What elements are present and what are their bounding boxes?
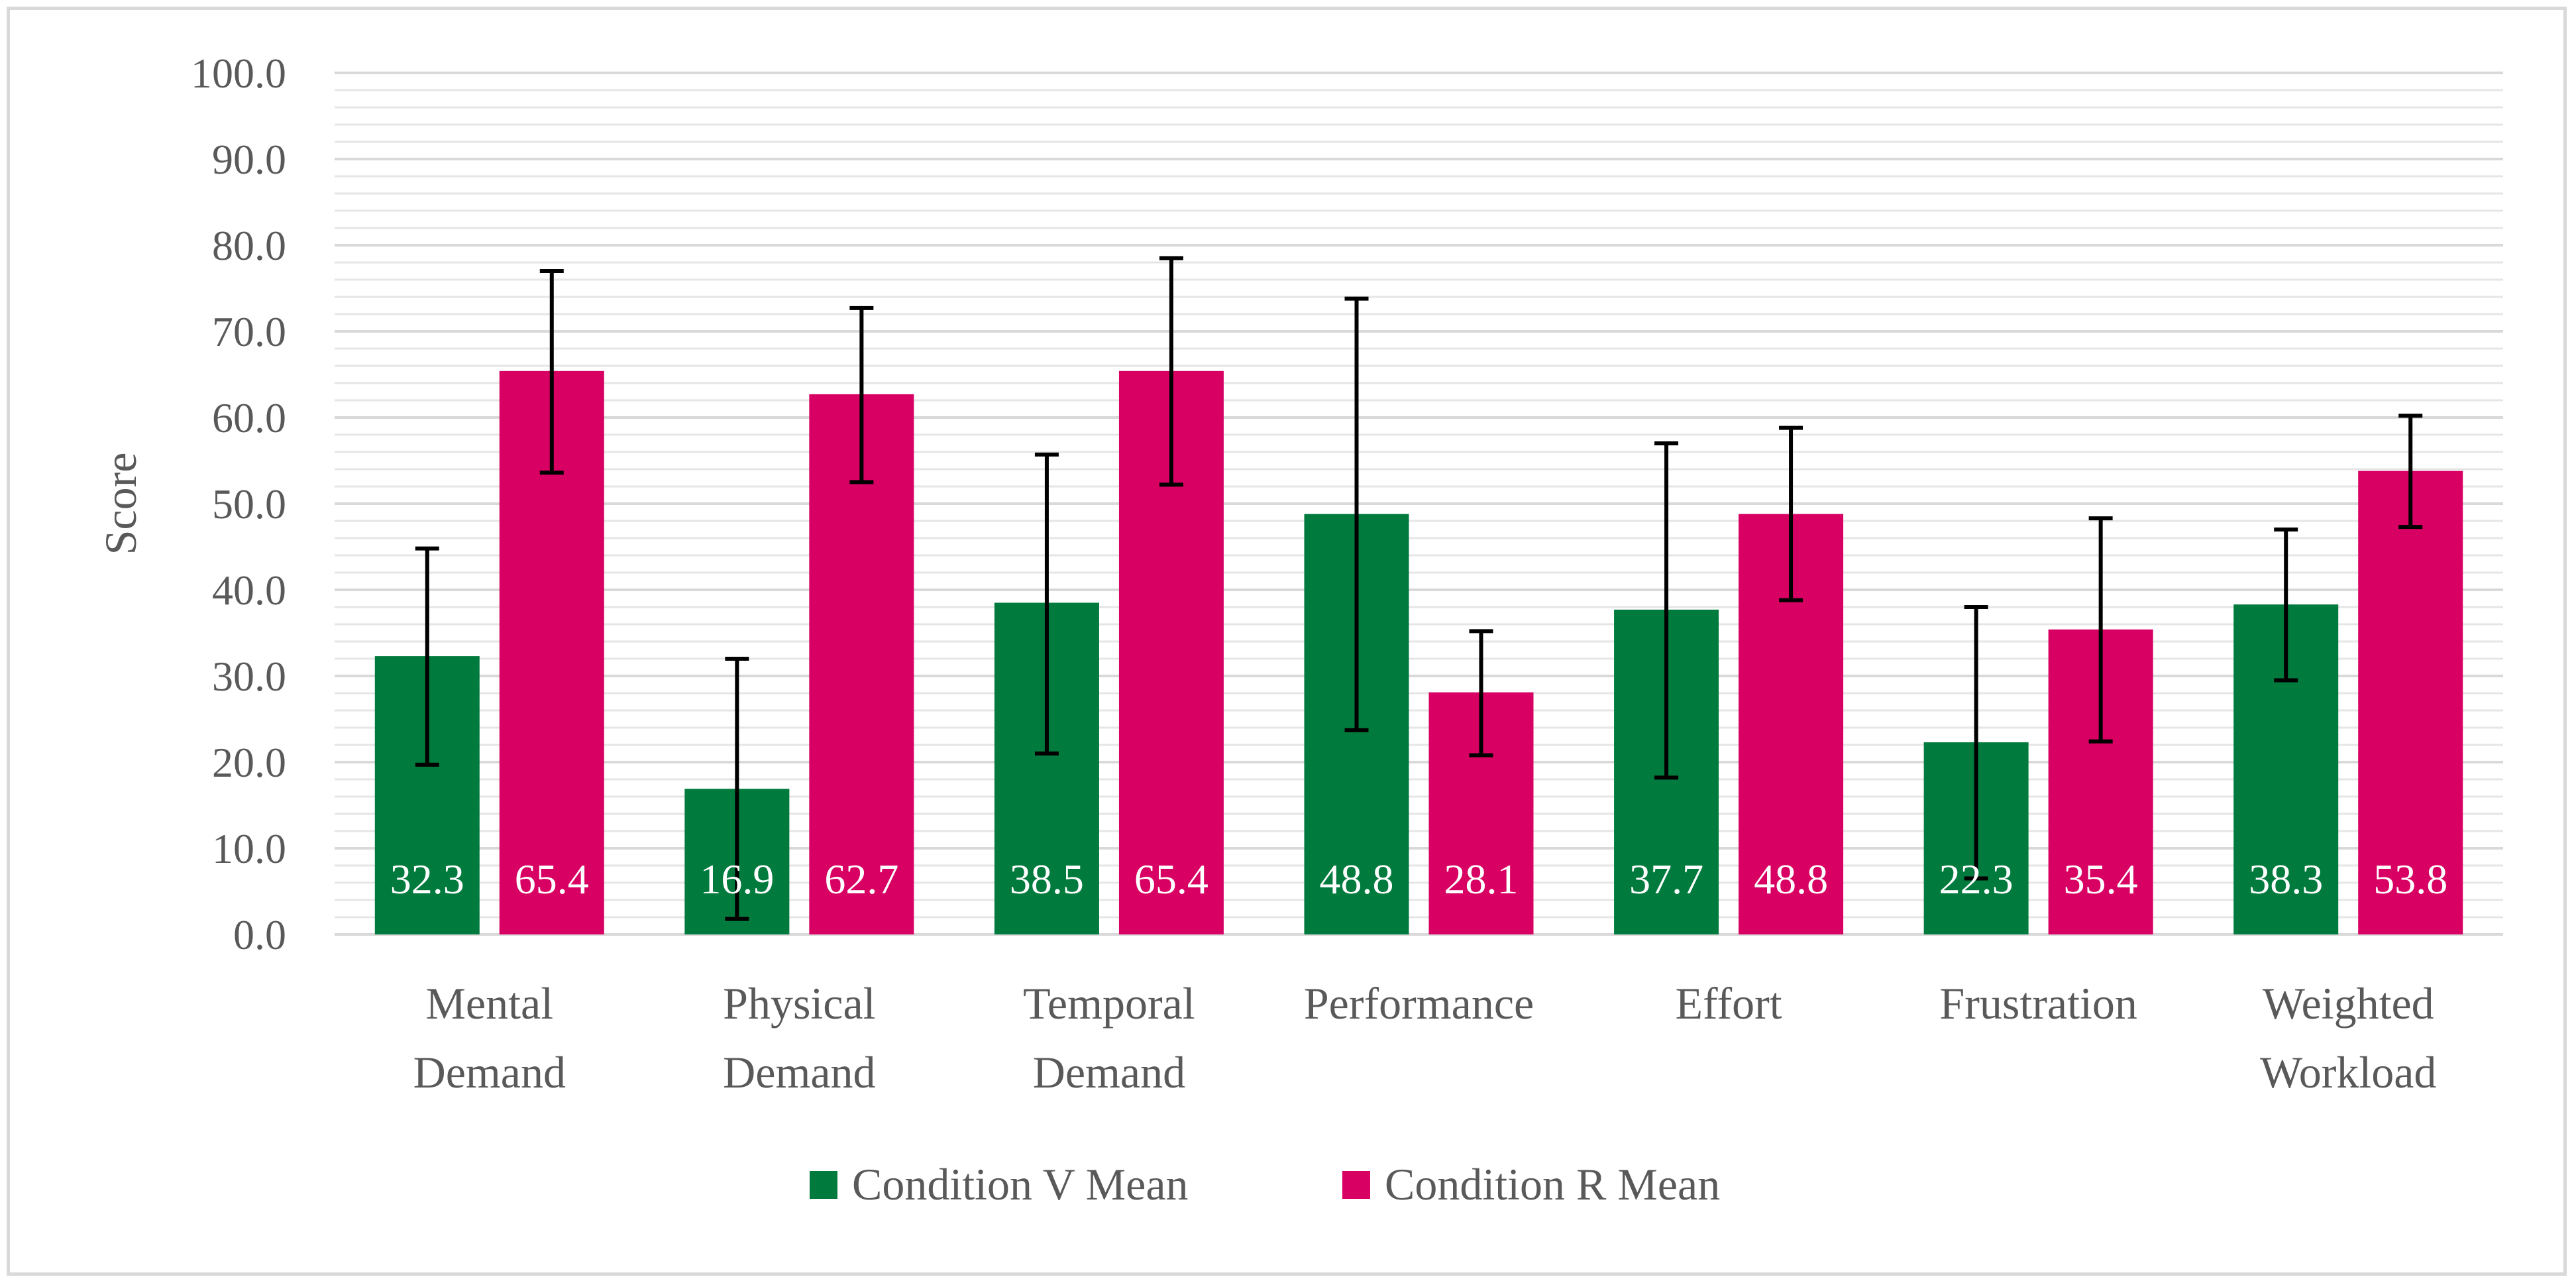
data-label: 38.5 xyxy=(1010,856,1084,903)
y-tick-label: 70.0 xyxy=(212,308,286,355)
data-label: 48.8 xyxy=(1754,856,1828,903)
x-category-label: Effort xyxy=(1676,978,1782,1029)
y-tick-label: 10.0 xyxy=(212,825,286,872)
data-label: 37.7 xyxy=(1629,856,1703,903)
legend-item-r[interactable]: Condition R Mean xyxy=(1342,1159,1720,1209)
x-category-label: Physical xyxy=(723,978,875,1029)
y-tick-label: 0.0 xyxy=(233,911,286,958)
data-label: 16.9 xyxy=(700,856,774,903)
data-label: 22.3 xyxy=(1939,856,2013,903)
y-tick-label: 50.0 xyxy=(212,480,286,528)
x-axis-categories: Mental Demand Physical Demand Temporal Demand… xyxy=(413,978,2437,1097)
y-tick-label: 20.0 xyxy=(212,739,286,786)
legend-label-r: Condition R Mean xyxy=(1385,1159,1720,1209)
data-label: 53.8 xyxy=(2373,856,2447,903)
data-label: 32.3 xyxy=(390,856,464,903)
y-tick-label: 80.0 xyxy=(212,222,286,269)
grid-lines xyxy=(335,72,2503,936)
legend: Condition V Mean Condition R Mean xyxy=(810,1159,1720,1209)
x-category-label: Demand xyxy=(1033,1047,1185,1097)
error-bars xyxy=(415,256,2423,921)
x-category-label: Weighted xyxy=(2263,978,2434,1029)
x-category-label: Temporal xyxy=(1023,978,1195,1029)
y-tick-label: 100.0 xyxy=(191,50,286,97)
x-category-label: Frustration xyxy=(1939,978,2137,1029)
data-label: 28.1 xyxy=(1444,856,1519,903)
bars xyxy=(374,370,2463,934)
y-tick-label: 60.0 xyxy=(212,394,286,441)
data-label: 38.3 xyxy=(2249,856,2323,903)
y-tick-label: 40.0 xyxy=(212,567,286,614)
x-category-label: Demand xyxy=(723,1047,875,1097)
x-category-label: Performance xyxy=(1304,978,1534,1029)
y-axis-ticks: 0.0 10.0 20.0 30.0 40.0 50.0 60.0 70.0 80.0 90.0 1… xyxy=(191,50,286,958)
legend-label-v: Condition V Mean xyxy=(852,1159,1189,1209)
legend-swatch-r xyxy=(1342,1171,1370,1199)
data-label: 65.4 xyxy=(515,856,589,903)
data-label: 62.7 xyxy=(824,856,898,903)
x-category-label: Workload xyxy=(2260,1047,2436,1097)
y-tick-label: 30.0 xyxy=(212,653,286,700)
x-category-label: Mental xyxy=(425,978,553,1029)
y-axis-title: Score xyxy=(95,453,146,555)
bar xyxy=(809,394,914,934)
bar xyxy=(2358,471,2463,934)
legend-swatch-v xyxy=(810,1171,837,1199)
data-label: 48.8 xyxy=(1320,856,1394,903)
x-category-label: Demand xyxy=(413,1047,566,1097)
data-label: 65.4 xyxy=(1134,856,1208,903)
data-labels: 32.3 65.4 16.9 62.7 38.5 65.4 48.8 28.1 37.7 48.8… xyxy=(390,856,2447,903)
data-label: 35.4 xyxy=(2064,856,2138,903)
y-tick-label: 90.0 xyxy=(212,136,286,183)
legend-item-v[interactable]: Condition V Mean xyxy=(810,1159,1189,1209)
